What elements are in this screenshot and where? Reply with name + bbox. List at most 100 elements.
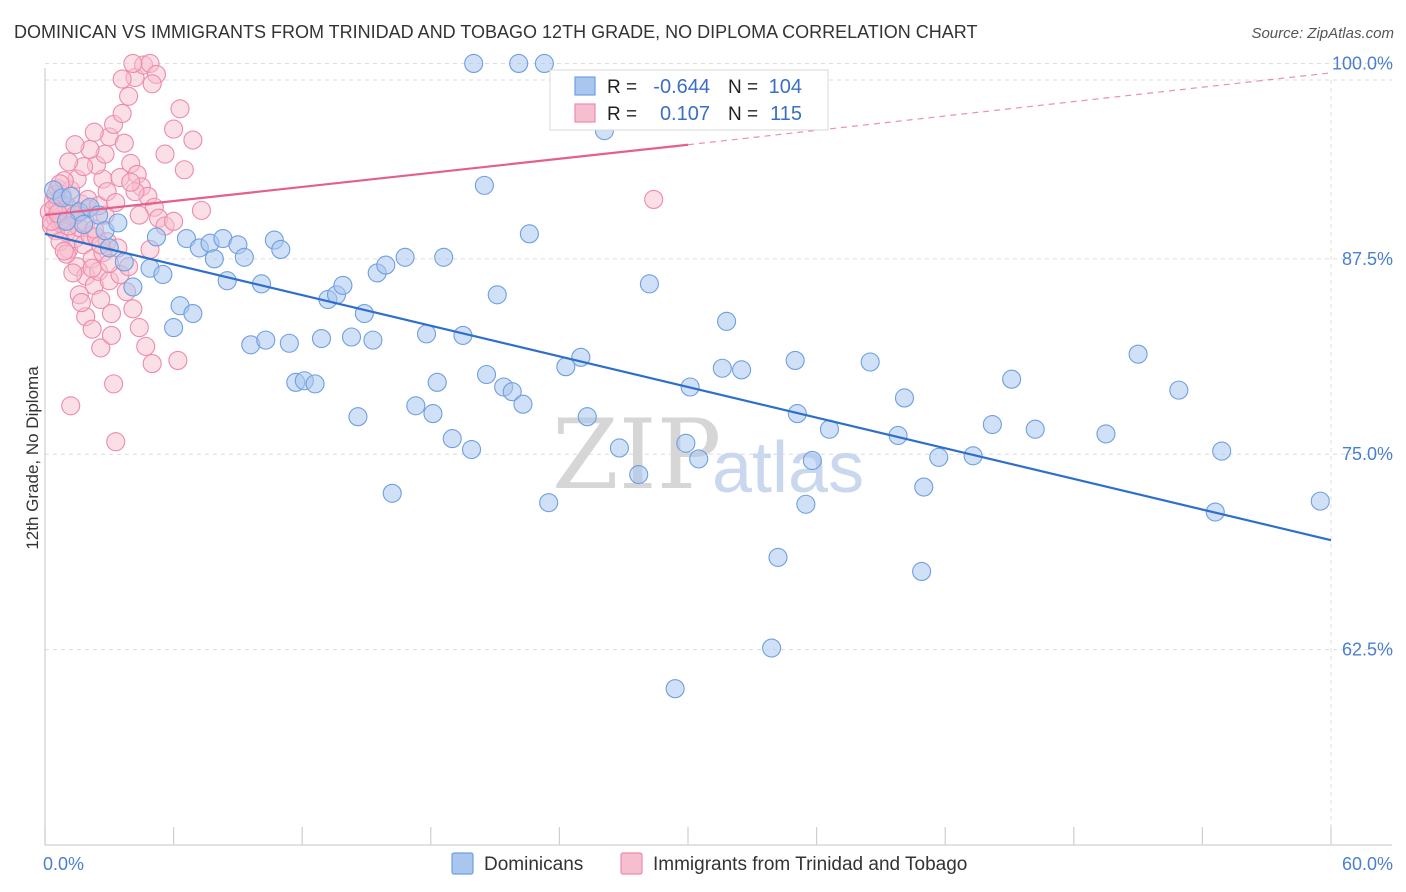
stats-n-label-2: N = — [728, 104, 758, 125]
stats-swatch-pink — [574, 103, 596, 123]
dominican-point — [539, 493, 559, 513]
stats-n-value-1: 104 — [769, 76, 802, 98]
dominican-point — [114, 252, 134, 272]
dominican-point — [785, 350, 805, 370]
trinidad-point — [61, 396, 81, 416]
dominican-point — [183, 303, 203, 324]
trinidad-trend-line — [44, 143, 689, 217]
dominican-point — [354, 303, 374, 324]
dominican-point — [74, 214, 94, 234]
trinidad-point — [129, 318, 149, 338]
trinidad-trend-line-extension — [687, 72, 1332, 146]
trinidad-point — [104, 374, 124, 394]
dominican-point — [348, 407, 368, 427]
dominican-point — [762, 638, 782, 658]
stats-legend-box — [549, 69, 829, 131]
trinidad-point — [191, 200, 212, 220]
trinidad-point — [84, 122, 104, 142]
dominican-point — [382, 483, 402, 503]
stats-r-value-2: 0.107 — [660, 103, 710, 125]
x-tick-labels: 0.0% 60.0% — [43, 854, 1393, 874]
dominican-point — [609, 438, 629, 458]
stats-n-value-2: 115 — [770, 103, 802, 125]
dominican-point — [796, 494, 816, 514]
trinidad-point — [123, 53, 143, 73]
dominican-point — [376, 255, 396, 275]
trinidad-point — [174, 160, 194, 180]
dominican-point — [1212, 441, 1232, 461]
trinidad-point — [164, 119, 184, 139]
dominican-point — [676, 433, 696, 453]
trinidad-point — [114, 133, 134, 153]
trinidad-point — [63, 263, 83, 283]
dominican-point — [1002, 369, 1022, 389]
dominican-point — [509, 53, 529, 73]
dominican-point — [689, 449, 709, 469]
trinidad-point — [106, 432, 126, 452]
watermark-atlas: atlas — [712, 428, 864, 508]
dominican-point — [1169, 380, 1189, 400]
y-axis-label: 12th Grade, No Diploma — [23, 366, 42, 550]
legend-swatch-dominicans — [451, 852, 474, 875]
dominican-point — [476, 364, 497, 385]
dominican-point — [577, 407, 597, 427]
dominican-point — [474, 175, 494, 195]
stats-swatch-blue — [574, 76, 596, 96]
trinidad-point — [101, 325, 121, 345]
dominican-point — [311, 329, 332, 349]
y-tick-label-0: 62.5% — [1342, 640, 1393, 660]
dominican-point — [1025, 419, 1045, 439]
source-label: Source: ZipAtlas.com — [1251, 25, 1394, 42]
legend-label-dominicans: Dominicans — [484, 854, 583, 875]
trinidad-point — [101, 303, 121, 324]
trinidad-point — [142, 74, 162, 94]
dominican-point — [164, 318, 184, 338]
chart-title: DOMINICAN VS IMMIGRANTS FROM TRINIDAD AN… — [14, 22, 977, 42]
dominican-point — [271, 239, 291, 260]
dominican-point — [56, 211, 76, 231]
bottom-legend: Dominicans Immigrants from Trinidad and … — [451, 852, 967, 875]
dominican-point — [434, 247, 454, 267]
stats-r-value-1: -0.644 — [653, 76, 710, 98]
dominican-point — [341, 327, 362, 347]
dominican-point — [153, 264, 173, 285]
dominican-point — [665, 679, 685, 699]
dominican-point — [732, 360, 752, 380]
trinidad-point — [183, 130, 203, 150]
dominican-point — [1128, 344, 1148, 364]
dominican-point — [423, 404, 443, 424]
dominican-point — [487, 285, 507, 305]
dominican-point — [256, 330, 276, 350]
dominican-point — [108, 213, 128, 233]
dominican-point — [464, 53, 484, 73]
trinidad-point — [82, 258, 102, 278]
trinidad-point — [121, 172, 141, 192]
dominican-point — [279, 333, 299, 353]
trinidad-point — [170, 99, 190, 119]
dominican-point — [363, 330, 383, 350]
trinidad-point — [65, 135, 85, 155]
trinidad-point — [129, 205, 149, 225]
stats-n-label-1: N = — [728, 77, 758, 98]
dominican-point — [123, 277, 143, 297]
trinidad-point — [112, 69, 132, 89]
dominican-point — [217, 271, 237, 291]
y-tick-label-1: 75.0% — [1342, 444, 1393, 464]
dominican-point — [416, 324, 437, 344]
dominican-point — [461, 439, 482, 460]
dominican-point — [333, 275, 353, 295]
series-dominicans-points — [44, 53, 1330, 699]
x-tick-label-1: 60.0% — [1342, 854, 1393, 874]
dominican-point — [519, 224, 539, 244]
stats-r-label-1: R = — [607, 77, 637, 98]
trinidad-point — [59, 152, 79, 172]
dominican-point — [442, 429, 462, 449]
dominican-point — [894, 388, 915, 408]
dominican-point — [234, 247, 254, 267]
dominican-point — [305, 374, 325, 394]
dominican-point — [502, 382, 522, 402]
trinidad-point — [136, 336, 156, 356]
trinidad-point — [155, 144, 175, 164]
dominican-point — [629, 464, 649, 485]
